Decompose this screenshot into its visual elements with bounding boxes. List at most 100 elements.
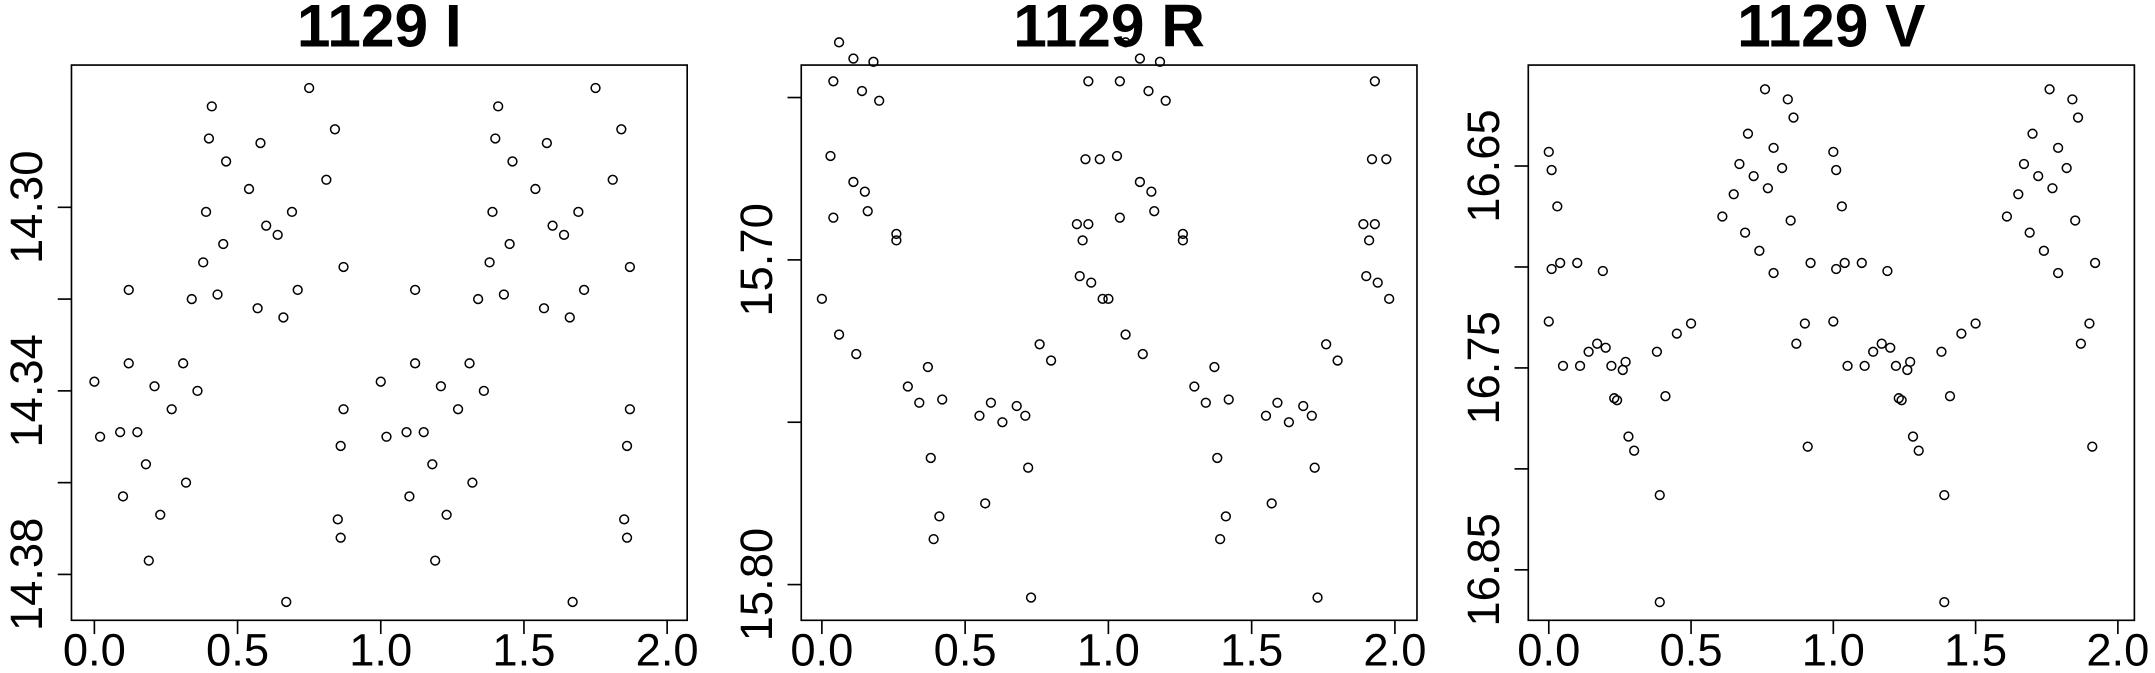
- y-tick-label: 16.85: [1458, 513, 1509, 626]
- data-point: [1077, 235, 1088, 246]
- data-point: [1890, 360, 1902, 372]
- data-point: [166, 404, 177, 415]
- data-point: [1546, 164, 1557, 176]
- data-point: [375, 376, 386, 387]
- data-point: [192, 385, 203, 397]
- data-point: [452, 404, 464, 415]
- data-point: [2070, 215, 2081, 226]
- data-point: [1298, 400, 1309, 412]
- data-point: [1134, 176, 1146, 188]
- y-tick-label: 15.80: [731, 528, 782, 641]
- data-point: [2024, 227, 2035, 238]
- data-point: [1791, 338, 1802, 349]
- data-point: [1802, 441, 1813, 452]
- data-point: [1272, 397, 1283, 408]
- data-point: [381, 431, 392, 442]
- data-point: [493, 101, 504, 112]
- data-point: [621, 440, 633, 452]
- data-point: [435, 381, 447, 392]
- data-point: [89, 376, 100, 387]
- data-point: [1734, 158, 1745, 170]
- data-point: [1200, 397, 1211, 408]
- chart-title: 1129 I: [297, 0, 462, 60]
- data-point: [1543, 146, 1554, 158]
- data-point: [1759, 84, 1771, 95]
- x-tick-label: 1.0: [349, 624, 412, 673]
- data-point: [430, 555, 441, 566]
- data-point: [974, 410, 985, 421]
- data-point: [928, 533, 939, 545]
- data-point: [1137, 348, 1148, 360]
- data-point: [558, 229, 570, 241]
- y-tick-label: 16.75: [1458, 311, 1509, 424]
- data-point: [619, 514, 630, 525]
- data-point: [329, 124, 341, 135]
- data-point: [1094, 154, 1105, 165]
- data-point: [338, 261, 349, 273]
- data-point: [1306, 410, 1317, 421]
- data-point: [409, 358, 421, 369]
- data-point: [1134, 53, 1146, 64]
- data-point: [1597, 265, 1608, 277]
- data-point: [186, 293, 197, 305]
- data-point: [1266, 498, 1277, 509]
- data-point: [1212, 452, 1223, 464]
- data-point: [1555, 257, 1566, 269]
- y-tick-label: 14.30: [1, 151, 52, 264]
- data-point: [2018, 158, 2030, 170]
- data-point: [530, 183, 541, 195]
- data-point: [1907, 431, 1919, 442]
- data-point: [825, 150, 836, 162]
- data-point: [2075, 338, 2087, 349]
- data-point: [1913, 445, 1924, 456]
- data-point: [891, 228, 902, 240]
- data-point: [1312, 592, 1323, 603]
- x-tick-label: 0.0: [790, 624, 853, 673]
- data-point: [816, 293, 828, 305]
- data-point: [252, 303, 263, 314]
- data-point: [1944, 391, 1956, 402]
- data-point: [578, 284, 590, 296]
- data-point: [541, 137, 553, 149]
- data-point: [922, 361, 934, 373]
- data-point: [1651, 346, 1663, 357]
- x-tick-label: 1.0: [1077, 624, 1140, 673]
- data-point: [547, 220, 558, 231]
- data-point: [1776, 162, 1788, 174]
- data-point: [564, 312, 575, 323]
- data-point: [281, 596, 292, 608]
- data-point: [1970, 318, 1981, 329]
- data-point: [1768, 267, 1779, 279]
- data-point: [1083, 219, 1094, 230]
- data-point: [278, 312, 289, 323]
- data-point: [1828, 146, 1839, 158]
- plot-frame: [800, 64, 1418, 622]
- data-point: [891, 235, 902, 246]
- data-point: [1332, 355, 1343, 366]
- data-point: [1768, 142, 1779, 153]
- data-point: [332, 514, 343, 525]
- data-point: [272, 229, 283, 241]
- data-point: [1260, 410, 1272, 421]
- data-point: [464, 358, 475, 369]
- data-point: [1114, 212, 1126, 223]
- y-tick-label: 14.34: [1, 334, 52, 447]
- data-point: [2027, 128, 2038, 139]
- data-point: [1859, 360, 1870, 372]
- x-tick-label: 2.0: [1363, 624, 1426, 673]
- data-point: [2061, 162, 2072, 174]
- data-point: [937, 394, 948, 405]
- data-point: [1606, 360, 1617, 372]
- data-point: [1220, 511, 1232, 522]
- data-point: [180, 477, 192, 488]
- chart-title: 1129 V: [1737, 0, 1925, 60]
- data-point: [1369, 76, 1381, 87]
- data-point: [1011, 400, 1022, 412]
- data-point: [1748, 170, 1759, 182]
- data-point: [1177, 228, 1189, 240]
- data-point: [200, 206, 212, 218]
- data-point: [1177, 235, 1189, 246]
- data-point: [220, 156, 232, 167]
- data-point: [1882, 265, 1893, 277]
